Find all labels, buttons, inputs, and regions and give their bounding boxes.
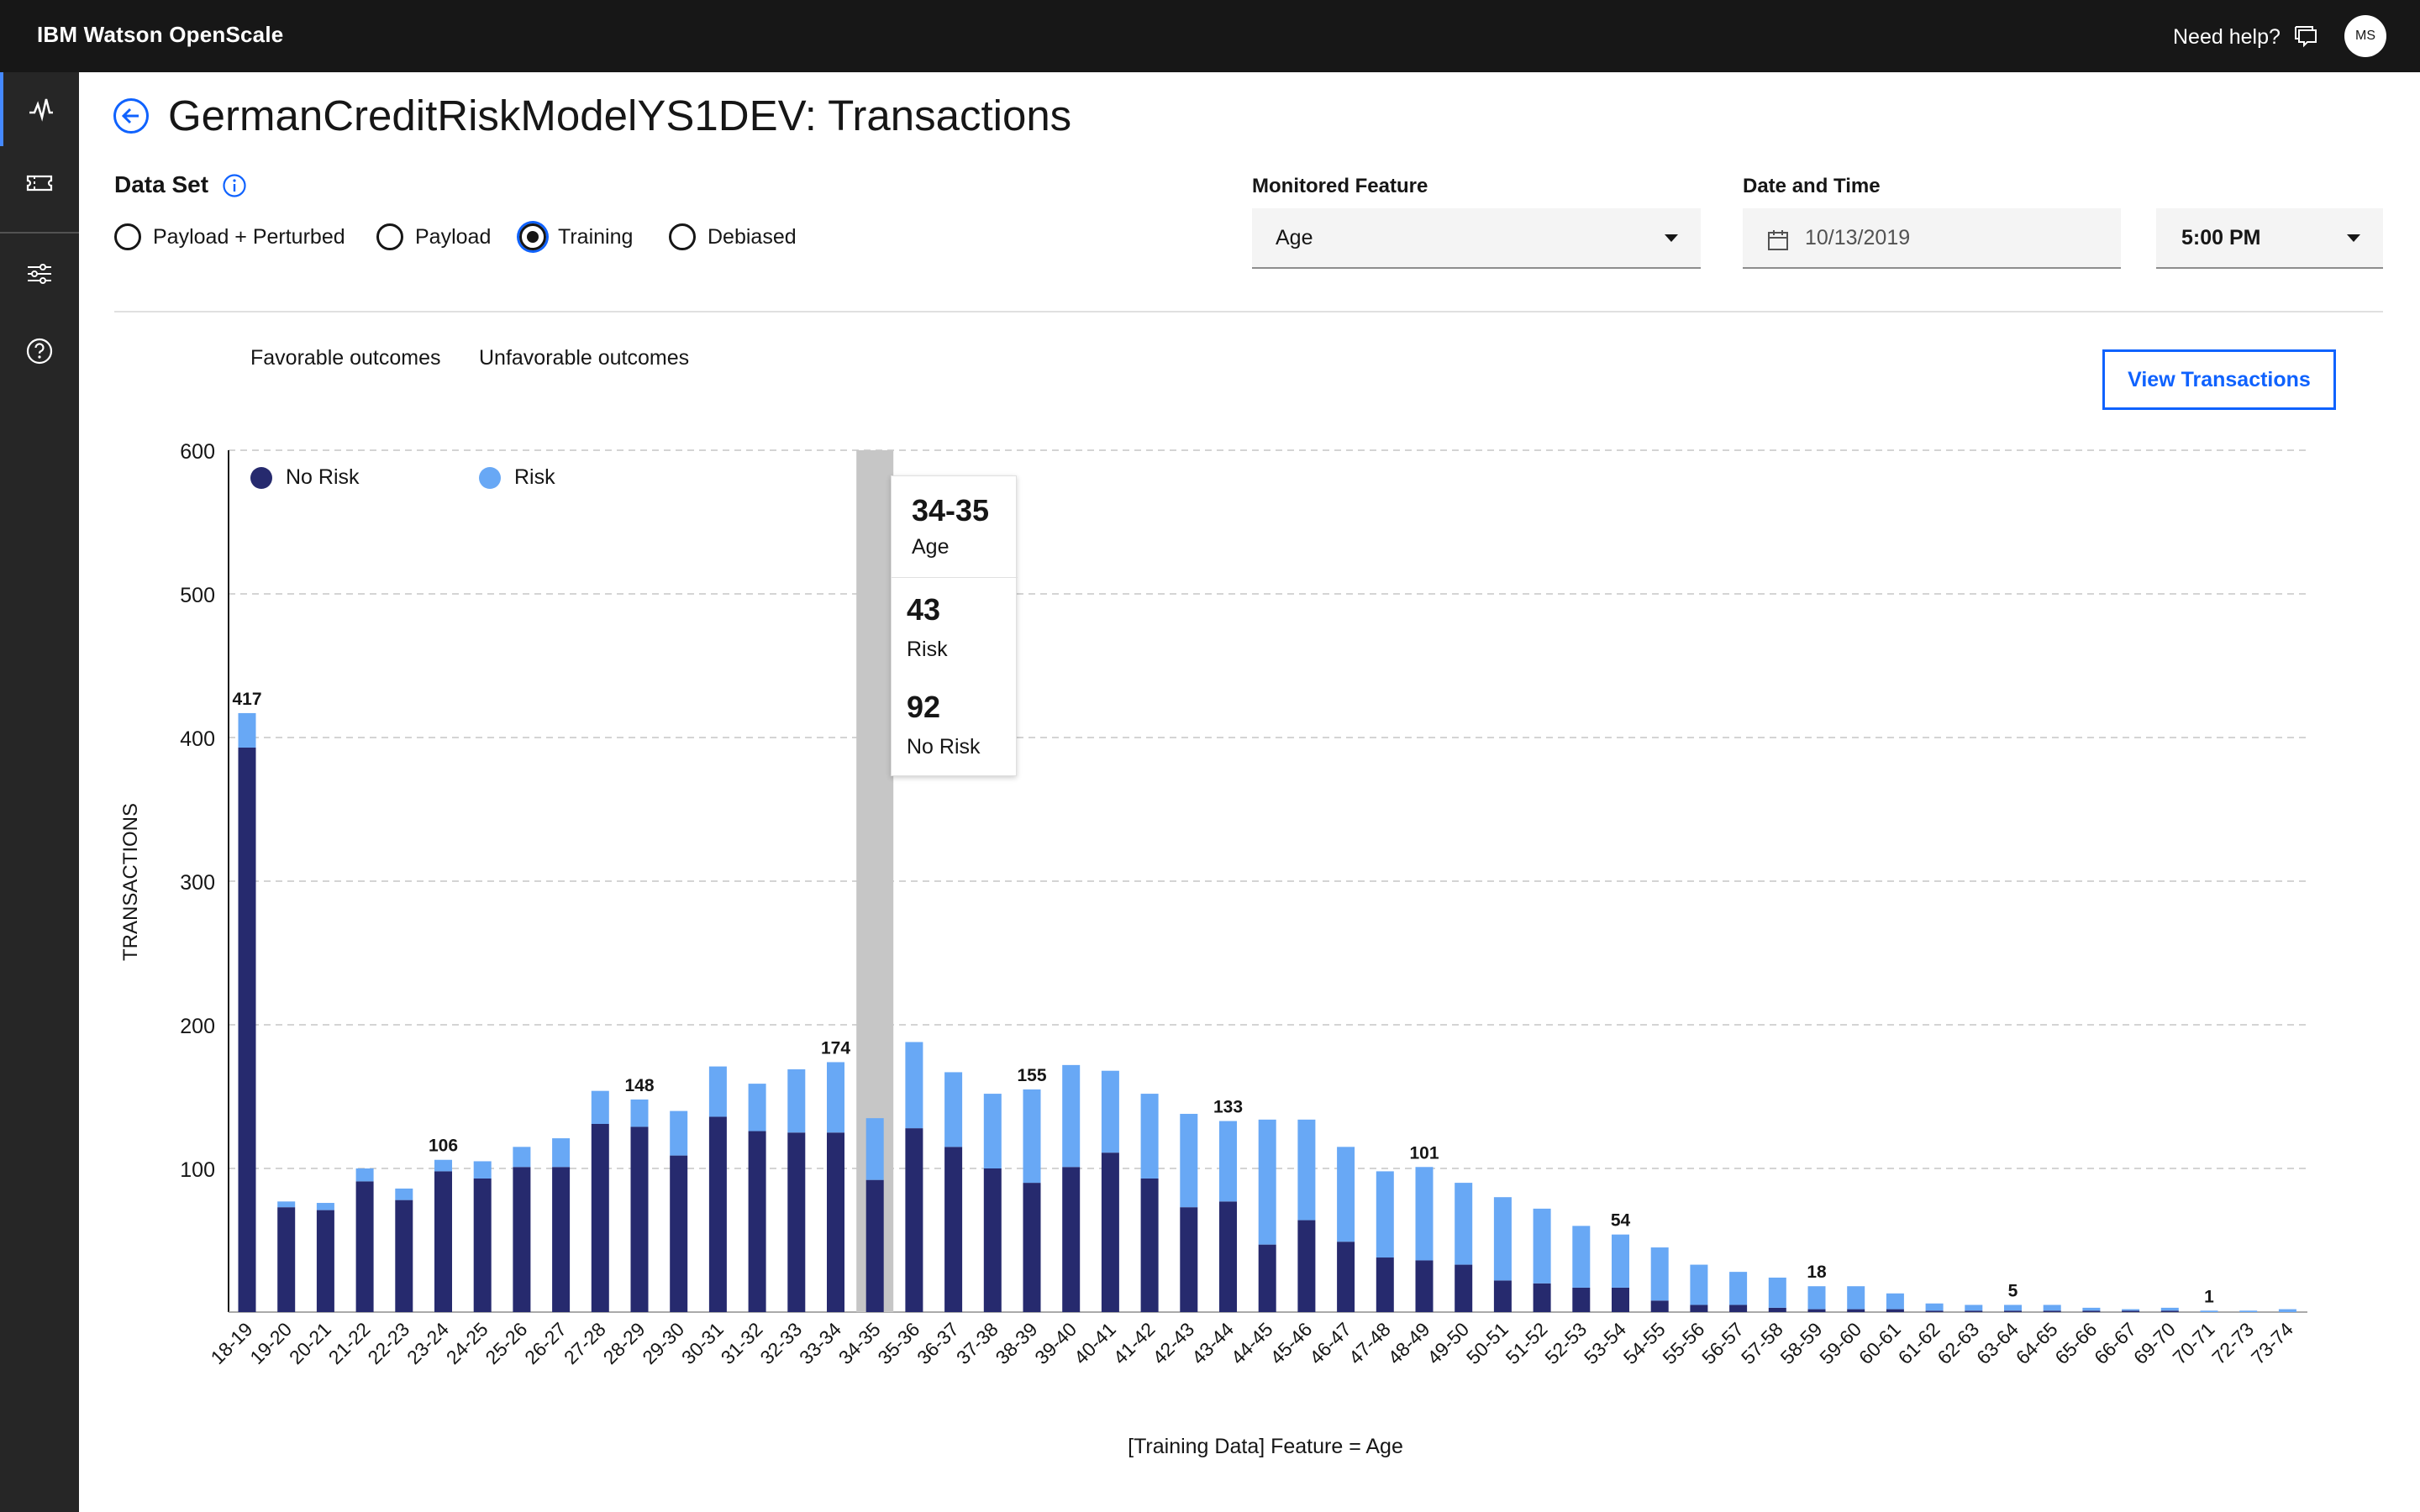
settings-sliders-icon xyxy=(28,264,51,284)
tickets-icon xyxy=(26,175,53,192)
tooltip-risk-label: Risk xyxy=(907,638,948,661)
legend-label: No Risk xyxy=(286,465,360,489)
tooltip-divider xyxy=(892,577,1018,578)
date-value: 10/13/2019 xyxy=(1805,225,1911,249)
main-content: GermanCreditRiskModelYS1DEV: Transaction… xyxy=(79,72,2420,1512)
chart-tooltip: 34-35 Age 43 Risk 92 No Risk xyxy=(891,475,1018,776)
radio-circle[interactable] xyxy=(376,223,403,250)
tooltip-norisk-value: 92 xyxy=(907,690,941,724)
tooltip-norisk-label: No Risk xyxy=(907,735,981,759)
dataset-label: Data Set xyxy=(114,171,209,197)
time-value: 5:00 PM xyxy=(2181,225,2261,249)
nav-activity[interactable] xyxy=(0,72,79,146)
radio-circle-selected[interactable] xyxy=(519,223,546,250)
radio-payload[interactable]: Payload xyxy=(376,222,491,252)
legend-swatch xyxy=(479,466,501,489)
time-dropdown[interactable]: 5:00 PM xyxy=(2156,208,2383,269)
radio-label: Training xyxy=(558,224,634,249)
section-divider xyxy=(114,311,2383,312)
legend-label: Risk xyxy=(514,465,555,489)
user-avatar[interactable]: MS xyxy=(2344,15,2386,57)
radio-payload-perturbed[interactable]: Payload + Perturbed xyxy=(114,222,345,252)
help-icon xyxy=(26,338,53,365)
view-transactions-button[interactable]: View Transactions xyxy=(2102,349,2336,410)
need-help-link[interactable]: Need help? xyxy=(2173,25,2281,49)
radio-label: Payload + Perturbed xyxy=(153,224,345,249)
calendar-icon xyxy=(1768,230,1788,250)
radio-training[interactable]: Training xyxy=(519,222,633,252)
app-title[interactable]: IBM Watson OpenScale xyxy=(37,22,284,47)
info-icon[interactable] xyxy=(222,173,247,198)
date-time-label: Date and Time xyxy=(1743,175,1881,197)
tooltip-risk-value: 43 xyxy=(907,592,941,627)
legend-item-no-risk[interactable]: No Risk xyxy=(250,465,360,490)
radio-label: Debiased xyxy=(708,224,797,249)
chevron-down-icon xyxy=(2347,234,2360,242)
nav-divider xyxy=(0,232,79,234)
nav-tickets[interactable] xyxy=(0,146,79,220)
legend-unfavorable-title: Unfavorable outcomes xyxy=(479,346,690,370)
activity-icon xyxy=(29,98,53,122)
chevron-down-icon xyxy=(1665,234,1678,242)
radio-circle[interactable] xyxy=(669,223,696,250)
radio-circle[interactable] xyxy=(114,223,141,250)
chat-icon[interactable] xyxy=(2292,25,2319,49)
monitored-feature-value: Age xyxy=(1276,225,1313,249)
legend-swatch xyxy=(250,466,272,489)
nav-settings[interactable] xyxy=(0,237,79,311)
radio-label: Payload xyxy=(415,224,492,249)
side-nav xyxy=(0,72,79,1512)
date-input[interactable]: 10/13/2019 xyxy=(1743,208,2121,269)
page-title: GermanCreditRiskModelYS1DEV: Transaction… xyxy=(168,92,1072,139)
tooltip-range: 34-35 xyxy=(912,493,990,528)
radio-debiased[interactable]: Debiased xyxy=(669,222,797,252)
monitored-feature-dropdown[interactable]: Age xyxy=(1252,208,1701,269)
monitored-feature-label: Monitored Feature xyxy=(1252,175,1428,197)
nav-help[interactable] xyxy=(0,314,79,388)
top-bar: IBM Watson OpenScale Need help? MS xyxy=(0,0,2420,72)
tooltip-feature: Age xyxy=(912,535,950,559)
back-arrow-icon[interactable] xyxy=(113,97,150,134)
legend-favorable-title: Favorable outcomes xyxy=(250,346,441,370)
legend-item-risk[interactable]: Risk xyxy=(479,465,555,490)
